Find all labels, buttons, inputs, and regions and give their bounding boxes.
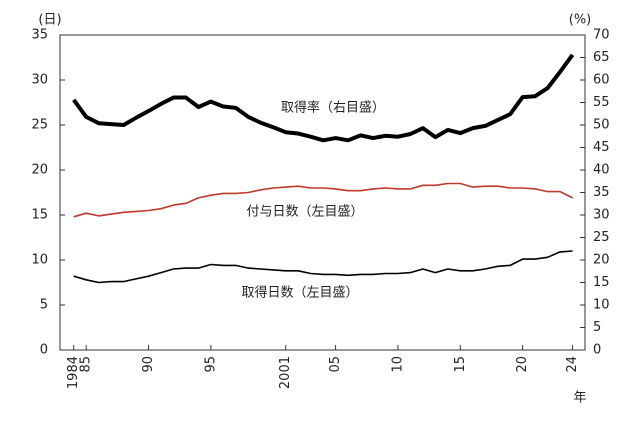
x-unit-label: 年 bbox=[573, 391, 586, 406]
y-tick-label: 25 bbox=[31, 118, 48, 133]
y2-tick-label: 50 bbox=[593, 118, 610, 133]
series-label: 付与日数（左目盛） bbox=[246, 205, 363, 220]
y2-tick-label: 5 bbox=[593, 320, 601, 335]
y2-tick-label: 25 bbox=[593, 230, 610, 245]
series-line bbox=[73, 182, 573, 218]
x-tick-label: 10 bbox=[390, 356, 405, 373]
y2-tick-label: 45 bbox=[593, 140, 610, 155]
y2-tick-label: 35 bbox=[593, 185, 610, 200]
series-label: 取得日数（左目盛） bbox=[241, 285, 358, 301]
y-tick-label: 10 bbox=[31, 253, 48, 268]
y2-tick-label: 15 bbox=[593, 275, 610, 290]
y-unit-label: (日) bbox=[38, 13, 61, 28]
plot-frame bbox=[59, 34, 586, 351]
x-tick-label: 15 bbox=[453, 356, 468, 373]
y-tick-label: 30 bbox=[31, 73, 48, 88]
y2-tick-label: 55 bbox=[593, 95, 610, 110]
y2-tick-label: 30 bbox=[593, 208, 610, 223]
y-tick-label: 15 bbox=[31, 208, 48, 223]
y-tick-label: 20 bbox=[31, 163, 48, 178]
series-line bbox=[73, 250, 573, 284]
x-tick-label: 90 bbox=[141, 356, 156, 373]
x-tick-label: 95 bbox=[203, 356, 218, 373]
y2-tick-label: 70 bbox=[593, 28, 610, 43]
y2-tick-label: 60 bbox=[593, 73, 610, 88]
series-line bbox=[72, 53, 575, 143]
y-tick-label: 0 bbox=[40, 343, 48, 358]
x-tick-label: 05 bbox=[328, 356, 343, 373]
y-tick-label: 35 bbox=[31, 28, 48, 43]
y2-unit-label: (%) bbox=[569, 13, 592, 28]
x-tick-label: 1984 bbox=[66, 356, 81, 389]
x-tick-label: 20 bbox=[515, 356, 530, 373]
x-tick-label: 24 bbox=[565, 356, 580, 373]
y2-tick-label: 0 bbox=[593, 343, 601, 358]
series-label: 取得率（右目盛） bbox=[281, 100, 385, 116]
y2-tick-label: 20 bbox=[593, 253, 610, 268]
y2-tick-label: 10 bbox=[593, 298, 610, 313]
x-tick-label: 85 bbox=[79, 356, 94, 373]
y2-tick-label: 65 bbox=[593, 50, 610, 65]
x-tick-label: 2001 bbox=[278, 356, 293, 389]
y2-tick-label: 40 bbox=[593, 163, 610, 178]
y-tick-label: 5 bbox=[40, 298, 48, 313]
